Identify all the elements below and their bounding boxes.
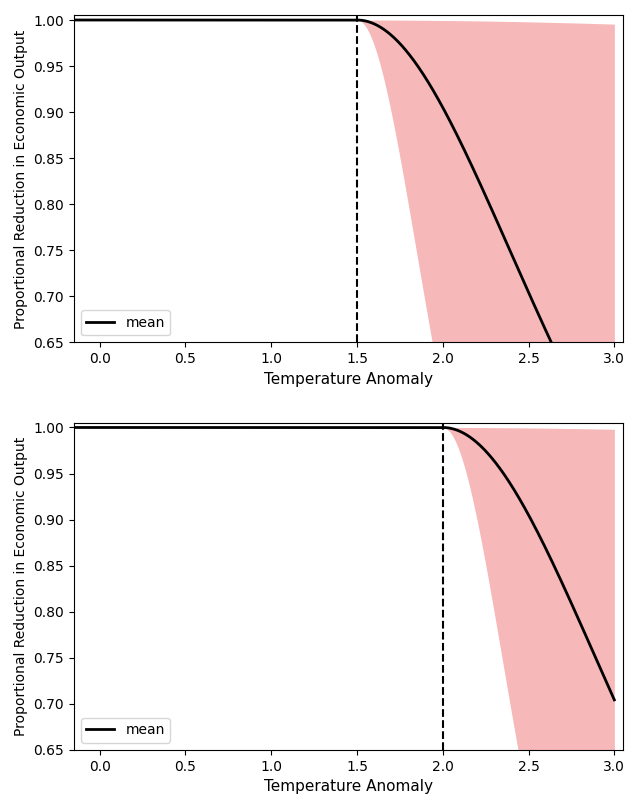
mean bbox=[501, 471, 509, 481]
Line: mean: mean bbox=[74, 20, 614, 468]
mean bbox=[125, 15, 133, 25]
mean bbox=[308, 423, 316, 432]
mean bbox=[441, 423, 449, 432]
X-axis label: Temperature Anomaly: Temperature Anomaly bbox=[264, 779, 433, 794]
Legend: mean: mean bbox=[81, 718, 170, 743]
mean bbox=[611, 695, 618, 705]
mean bbox=[70, 15, 77, 25]
mean bbox=[289, 15, 296, 25]
mean bbox=[492, 457, 499, 467]
Legend: mean: mean bbox=[81, 310, 170, 335]
Line: mean: mean bbox=[74, 427, 614, 700]
mean bbox=[125, 423, 133, 432]
X-axis label: Temperature Anomaly: Temperature Anomaly bbox=[264, 372, 433, 387]
mean bbox=[70, 423, 77, 432]
mean bbox=[492, 213, 499, 222]
mean bbox=[289, 423, 296, 432]
mean bbox=[441, 107, 449, 116]
mean bbox=[308, 15, 316, 25]
Y-axis label: Proportional Reduction in Economic Output: Proportional Reduction in Economic Outpu… bbox=[14, 29, 28, 329]
mean bbox=[611, 463, 618, 473]
mean bbox=[501, 234, 509, 244]
Y-axis label: Proportional Reduction in Economic Output: Proportional Reduction in Economic Outpu… bbox=[14, 437, 28, 736]
